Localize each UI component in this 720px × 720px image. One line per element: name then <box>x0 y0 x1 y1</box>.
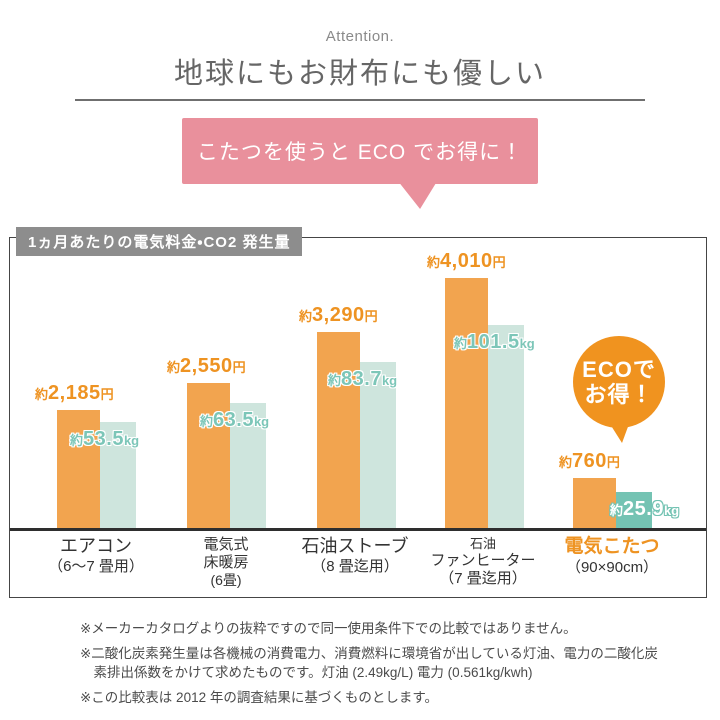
kotatsu-speech-bubble: こたつを使うと ECO でお得に！ <box>182 118 538 184</box>
chart-title-badge: 1ヵ月あたりの電気料金・CO2 発生量 <box>16 227 303 256</box>
category-line: 電気こたつ <box>564 536 660 557</box>
category-line: （6〜7 畳用） <box>48 557 144 575</box>
category-line: 電気式 <box>203 536 249 553</box>
speech-bubble-text: こたつを使うと ECO でお得に！ <box>196 141 524 164</box>
category-label-2: 石油ストーブ （8 畳迄用） <box>275 536 435 576</box>
eco-badge-line1: ECOで <box>582 356 656 382</box>
eco-badge: ECOで お得！ <box>573 336 665 428</box>
category-line: 床暖房 <box>203 554 249 571</box>
co2-label-1: 約63.5kg <box>200 409 270 431</box>
cost-label-0: 約2,185円 <box>35 382 114 404</box>
header-divider <box>75 99 645 101</box>
category-line: 石油ストーブ <box>301 536 409 556</box>
attention-eyebrow: Attention. <box>325 28 395 45</box>
category-line: ファンヒーター <box>430 551 536 569</box>
cost-bar-1 <box>187 383 230 530</box>
category-line: （8 畳迄用） <box>311 557 399 575</box>
page-title: 地球にもお財布にも優しい <box>173 58 546 90</box>
category-label-3: 石油 ファンヒーター （7 畳迄用） <box>403 536 563 588</box>
co2-label-3: 約101.5kg <box>454 331 535 353</box>
co2-label-4: 約25.9kg <box>610 498 680 520</box>
category-line: （7 畳迄用） <box>439 569 527 587</box>
cost-bar-2 <box>317 332 360 530</box>
co2-label-0: 約53.5kg <box>70 428 140 450</box>
cost-label-4: 約760円 <box>559 450 620 472</box>
footnote-2: ※二酸化炭素発生量は各機械の消費電力、消費燃料に環境省が出している灯油、電力の二… <box>80 645 658 680</box>
eco-badge-line2: お得！ <box>584 382 654 407</box>
footnote-1: ※メーカーカタログよりの抜粋ですので同一使用条件下での比較ではありません。 <box>80 621 577 636</box>
cost-bar-3 <box>445 278 488 530</box>
cost-bar-0 <box>57 410 100 530</box>
cost-bar-4 <box>573 478 616 530</box>
cost-label-1: 約2,550円 <box>167 355 246 377</box>
cost-label-2: 約3,290円 <box>299 304 378 326</box>
speech-bubble-tail <box>399 183 436 209</box>
chart-baseline <box>10 528 706 531</box>
category-label-1: 電気式 床暖房 (6畳) <box>146 536 306 589</box>
co2-label-2: 約83.7kg <box>328 368 398 390</box>
category-label-0: エアコン （6〜7 畳用） <box>16 536 176 576</box>
category-line: エアコン <box>60 536 132 556</box>
footnotes: ※メーカーカタログよりの抜粋ですので同一使用条件下での比較ではありません。 ※二酸… <box>80 620 670 714</box>
cost-label-3: 約4,010円 <box>427 250 506 272</box>
category-line: （90×90cm） <box>565 558 659 576</box>
category-label-4: 電気こたつ （90×90cm） <box>532 536 692 577</box>
footnote-3: ※この比較表は 2012 年の調査結果に基づくものとします。 <box>80 689 438 705</box>
category-line: (6畳) <box>210 572 242 588</box>
eco-badge-tail <box>610 424 629 443</box>
category-line: 石油 <box>469 536 496 551</box>
